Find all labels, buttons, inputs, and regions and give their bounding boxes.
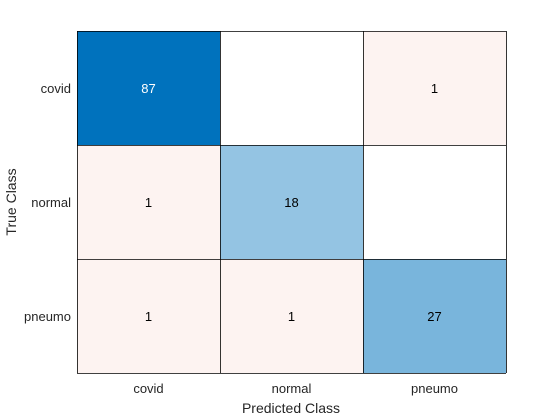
x-tick-normal: normal	[272, 381, 312, 396]
cells-group	[77, 31, 506, 373]
x-tick-labels: covid normal pneumo	[133, 381, 458, 396]
x-tick-pneumo: pneumo	[411, 381, 458, 396]
cell-covid-normal	[220, 31, 363, 145]
x-tick-covid: covid	[133, 381, 163, 396]
cell-normal-normal	[220, 145, 363, 259]
cell-value-covid-covid: 87	[141, 81, 155, 96]
cell-normal-covid	[77, 145, 220, 259]
y-tick-normal: normal	[31, 195, 71, 210]
y-tick-labels: covid normal pneumo	[24, 81, 71, 324]
y-tick-pneumo: pneumo	[24, 309, 71, 324]
cell-normal-pneumo	[363, 145, 506, 259]
cell-value-pneumo-covid: 1	[145, 309, 152, 324]
y-axis-label: True Class	[3, 168, 19, 235]
cell-value-normal-normal: 18	[284, 195, 298, 210]
cell-value-covid-pneumo: 1	[431, 81, 438, 96]
cell-covid-covid	[77, 31, 220, 145]
cell-labels-group: 87 1 1 18 1 1 27	[141, 81, 441, 324]
cell-value-pneumo-normal: 1	[288, 309, 295, 324]
y-tick-covid: covid	[41, 81, 71, 96]
grid-lines	[77, 31, 507, 374]
x-axis-label: Predicted Class	[242, 400, 340, 416]
cell-pneumo-normal	[220, 259, 363, 373]
cell-covid-pneumo	[363, 31, 506, 145]
cell-value-normal-covid: 1	[145, 195, 152, 210]
cell-value-pneumo-pneumo: 27	[427, 309, 441, 324]
cell-pneumo-covid	[77, 259, 220, 373]
cell-pneumo-pneumo	[363, 259, 506, 373]
